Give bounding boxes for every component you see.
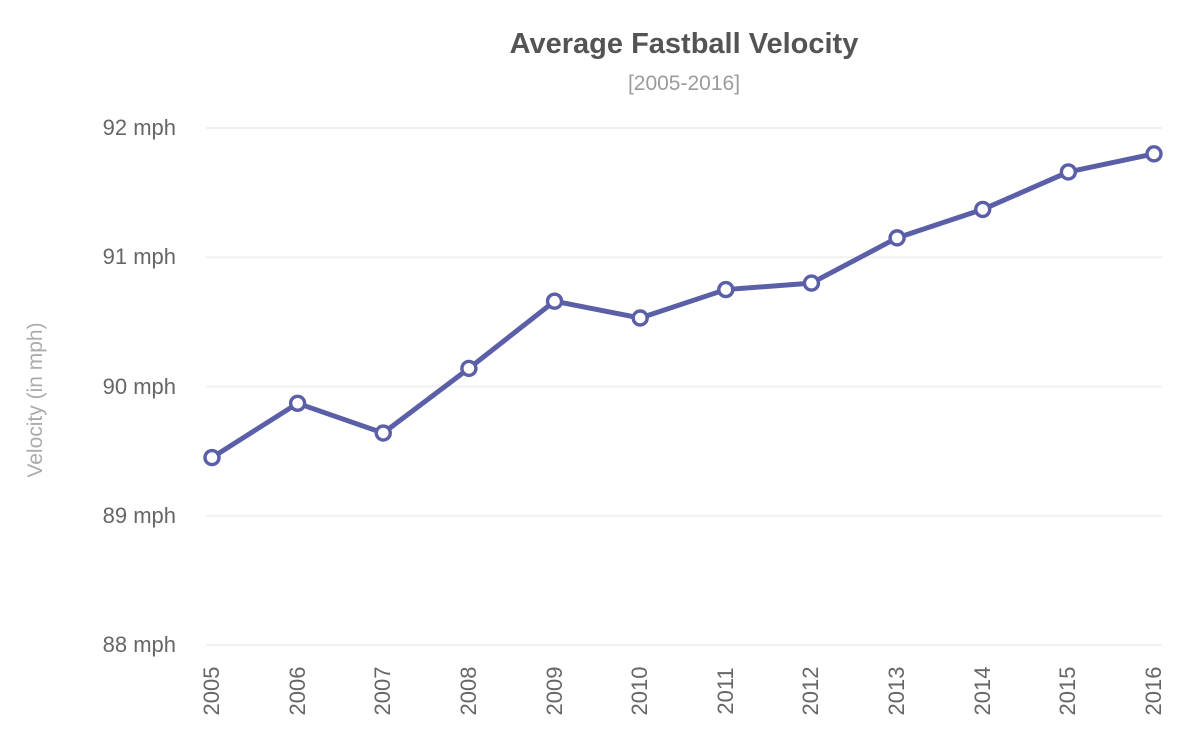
y-tick-label-89: 89 mph (102, 502, 176, 528)
data-point-marker-2009 (545, 292, 564, 310)
x-tick-label-2016: 2016 (1141, 666, 1166, 716)
data-point-marker-2008 (460, 359, 478, 378)
x-tick-label-2008: 2008 (455, 666, 481, 716)
data-point-marker-2012 (802, 274, 821, 292)
chart-subtitle: [2005-2016] (627, 72, 741, 95)
data-point-marker-2015 (1059, 163, 1078, 181)
x-tick-label-2012: 2012 (798, 666, 824, 716)
y-tick-label-90: 90 mph (102, 373, 176, 399)
data-point-marker-2016 (1145, 145, 1163, 163)
data-point-marker-2011 (717, 280, 735, 299)
x-tick-label-2009: 2009 (541, 666, 567, 716)
x-tick-label-2010: 2010 (627, 666, 653, 716)
x-tick-label-2013: 2013 (884, 666, 910, 716)
data-point-marker-2006 (288, 394, 307, 413)
x-tick-label-2005: 2005 (199, 666, 224, 716)
x-tick-label-2015: 2015 (1055, 666, 1081, 716)
x-tick-label-2007: 2007 (370, 666, 396, 716)
data-point-marker-2010 (631, 309, 649, 327)
x-tick-label-2014: 2014 (969, 666, 995, 716)
data-line (209, 151, 1157, 461)
y-tick-label-88: 88 mph (102, 632, 176, 657)
x-tick-label-2011: 2011 (712, 667, 738, 715)
data-point-marker-2005 (203, 448, 221, 467)
data-point-marker-2014 (974, 200, 992, 219)
y-tick-label-91: 91 mph (102, 244, 176, 270)
chart-title: Average Fastball Velocity (509, 28, 859, 60)
data-point-marker-2007 (374, 424, 392, 442)
y-tick-label-92: 92 mph (102, 115, 176, 140)
data-point-marker-2013 (888, 229, 906, 247)
x-tick-label-2006: 2006 (284, 666, 310, 716)
